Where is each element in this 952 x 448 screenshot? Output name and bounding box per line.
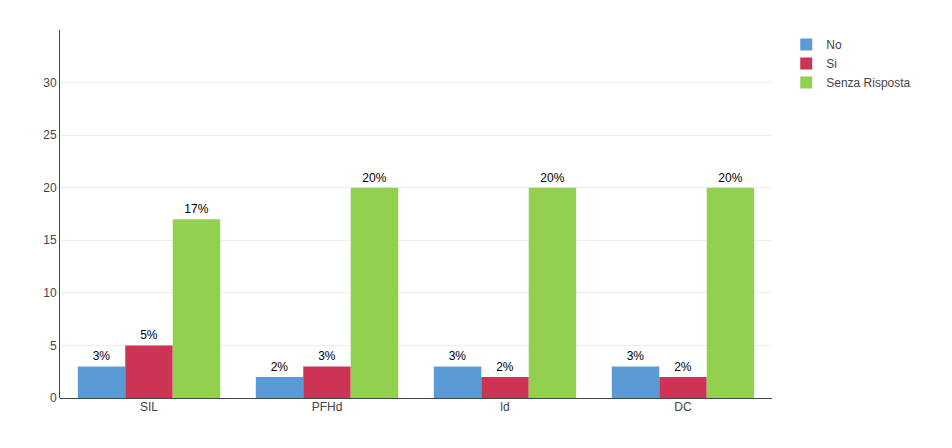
- svg-text:ld: ld: [500, 400, 509, 414]
- svg-text:Senza Risposta: Senza Risposta: [826, 76, 910, 90]
- svg-text:2%: 2%: [496, 360, 514, 374]
- svg-text:20%: 20%: [718, 171, 742, 185]
- svg-text:17%: 17%: [184, 202, 208, 216]
- svg-text:2%: 2%: [674, 360, 692, 374]
- svg-text:30: 30: [43, 76, 57, 90]
- svg-text:20: 20: [43, 181, 57, 195]
- svg-text:Si: Si: [826, 57, 837, 71]
- svg-text:20%: 20%: [362, 171, 386, 185]
- svg-text:5%: 5%: [140, 328, 158, 342]
- svg-text:SIL: SIL: [140, 400, 158, 414]
- svg-text:25: 25: [43, 128, 57, 142]
- svg-text:DC: DC: [674, 400, 692, 414]
- svg-text:PFHd: PFHd: [312, 400, 343, 414]
- svg-text:3%: 3%: [627, 349, 645, 363]
- svg-text:2%: 2%: [271, 360, 289, 374]
- svg-text:3%: 3%: [449, 349, 467, 363]
- svg-text:3%: 3%: [318, 349, 336, 363]
- svg-text:20%: 20%: [540, 171, 564, 185]
- svg-text:10: 10: [43, 286, 57, 300]
- svg-text:15: 15: [43, 233, 57, 247]
- svg-text:5: 5: [50, 339, 57, 353]
- svg-text:0: 0: [50, 391, 57, 405]
- svg-text:3%: 3%: [93, 349, 111, 363]
- svg-text:No: No: [826, 38, 842, 52]
